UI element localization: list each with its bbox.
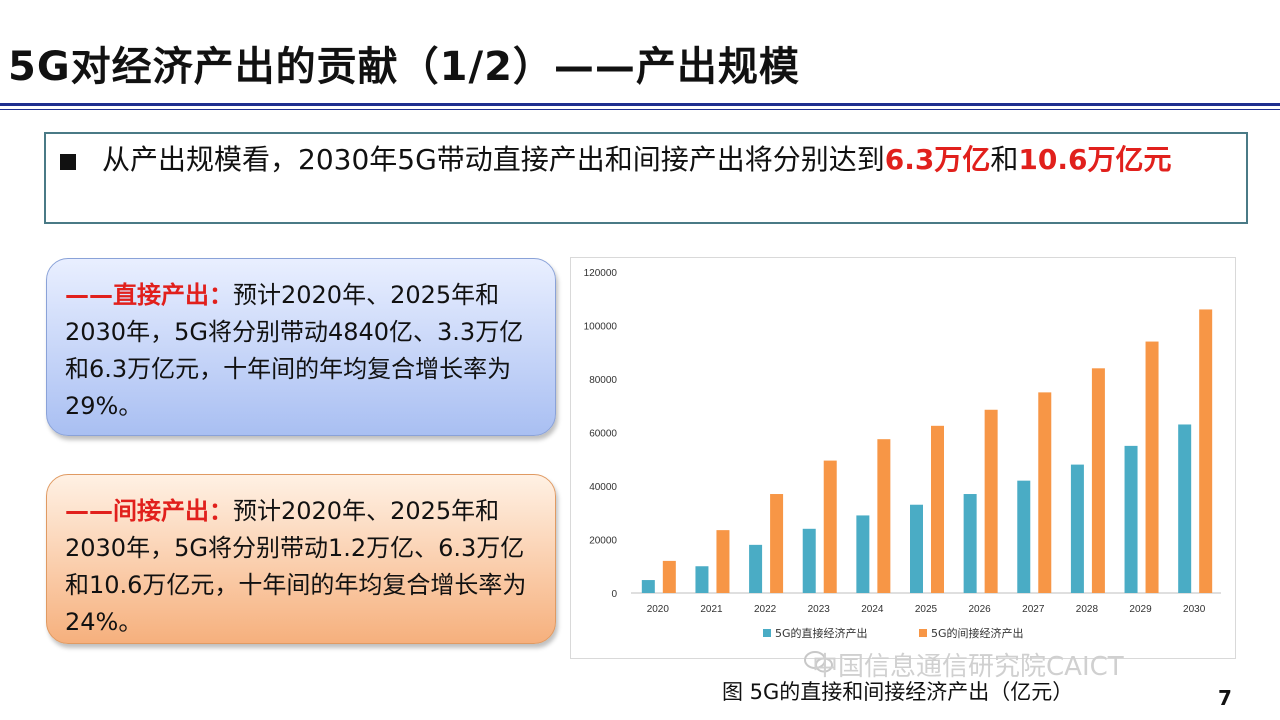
bar-direct bbox=[856, 515, 870, 593]
x-tick-label: 2026 bbox=[969, 604, 992, 615]
bar-direct bbox=[1124, 445, 1138, 593]
y-tick-label: 80000 bbox=[589, 375, 617, 386]
bar-indirect bbox=[662, 560, 676, 593]
x-tick-label: 2021 bbox=[700, 604, 723, 615]
page-number: 7 bbox=[1218, 686, 1232, 710]
summary-box: 从产出规模看，2030年5G带动直接产出和间接产出将分别达到6.3万亿和10.6… bbox=[44, 132, 1248, 224]
y-tick-label: 20000 bbox=[589, 536, 617, 547]
bar-chart: 0 20000 40000 60000 80000 100000 120000 2020 202… bbox=[570, 257, 1236, 659]
bar-direct bbox=[695, 566, 709, 593]
y-tick-label: 100000 bbox=[584, 322, 618, 333]
bar-indirect bbox=[984, 409, 998, 593]
title-rule-thin bbox=[0, 109, 1280, 110]
bar-indirect bbox=[1199, 309, 1213, 593]
legend-swatch-indirect bbox=[919, 629, 927, 637]
y-tick-label: 120000 bbox=[584, 268, 618, 279]
y-tick-label: 40000 bbox=[589, 482, 617, 493]
x-tick-label: 2020 bbox=[647, 604, 670, 615]
x-tick-label: 2030 bbox=[1183, 604, 1206, 615]
bar-indirect bbox=[1145, 341, 1159, 593]
indirect-output-heading: ——间接产出： bbox=[65, 497, 233, 525]
bar-indirect bbox=[823, 460, 837, 593]
x-tick-label: 2027 bbox=[1022, 604, 1045, 615]
bar-chart-svg: 0 20000 40000 60000 80000 100000 120000 2020 202… bbox=[584, 268, 1221, 640]
bar-indirect bbox=[770, 494, 784, 593]
direct-output-callout: ——直接产出：预计2020年、2025年和2030年，5G将分别带动4840亿、… bbox=[46, 258, 556, 436]
title-rule-thick bbox=[0, 103, 1280, 106]
bar-direct bbox=[1070, 464, 1084, 593]
bar-direct bbox=[963, 494, 977, 593]
legend-swatch-direct bbox=[763, 629, 771, 637]
bar-indirect bbox=[877, 439, 891, 593]
summary-text: 从产出规模看，2030年5G带动直接产出和间接产出将分别达到 bbox=[102, 143, 885, 176]
slide-title: 5G对经济产出的贡献（1/2）——产出规模 bbox=[8, 44, 800, 90]
bar-direct bbox=[749, 544, 763, 593]
x-tick-label: 2025 bbox=[915, 604, 938, 615]
summary-highlight-direct: 6.3万亿 bbox=[884, 143, 991, 176]
x-tick-label: 2029 bbox=[1129, 604, 1152, 615]
y-tick-label: 60000 bbox=[589, 429, 617, 440]
legend-label-direct: 5G的直接经济产出 bbox=[775, 626, 868, 640]
bar-indirect bbox=[716, 530, 730, 593]
indirect-output-callout: ——间接产出：预计2020年、2025年和2030年，5G将分别带动1.2万亿、… bbox=[46, 474, 556, 644]
summary-highlight-indirect: 10.6万亿元 bbox=[1018, 143, 1172, 176]
wechat-icon bbox=[804, 651, 833, 673]
bar-indirect bbox=[1038, 392, 1052, 593]
y-tick-label: 0 bbox=[611, 589, 617, 600]
watermark-text: 中国信息通信研究院CAICT bbox=[812, 652, 1124, 682]
square-bullet-icon bbox=[60, 154, 76, 170]
bar-direct bbox=[1017, 480, 1031, 593]
bar-direct bbox=[910, 504, 923, 593]
bar-direct bbox=[641, 580, 655, 593]
x-tick-label: 2022 bbox=[754, 604, 777, 615]
chart-caption: 图 5G的直接和间接经济产出（亿元） bbox=[722, 680, 1074, 704]
direct-output-text: 预计2020年、2025年和2030年，5G将分别带动4840亿、3.3万亿和6… bbox=[65, 281, 524, 420]
bar-indirect bbox=[1091, 368, 1105, 593]
summary-conjunction: 和 bbox=[990, 143, 1019, 176]
x-tick-label: 2028 bbox=[1076, 604, 1099, 615]
x-tick-label: 2023 bbox=[808, 604, 831, 615]
direct-output-heading: ——直接产出： bbox=[65, 281, 233, 309]
x-tick-label: 2024 bbox=[861, 604, 884, 615]
indirect-output-text: 预计2020年、2025年和2030年，5G将分别带动1.2万亿、6.3万亿和1… bbox=[65, 497, 527, 636]
bar-indirect bbox=[931, 425, 944, 593]
bar-direct bbox=[802, 528, 816, 593]
legend-label-indirect: 5G的间接经济产出 bbox=[931, 626, 1024, 640]
bar-direct bbox=[1178, 424, 1192, 593]
